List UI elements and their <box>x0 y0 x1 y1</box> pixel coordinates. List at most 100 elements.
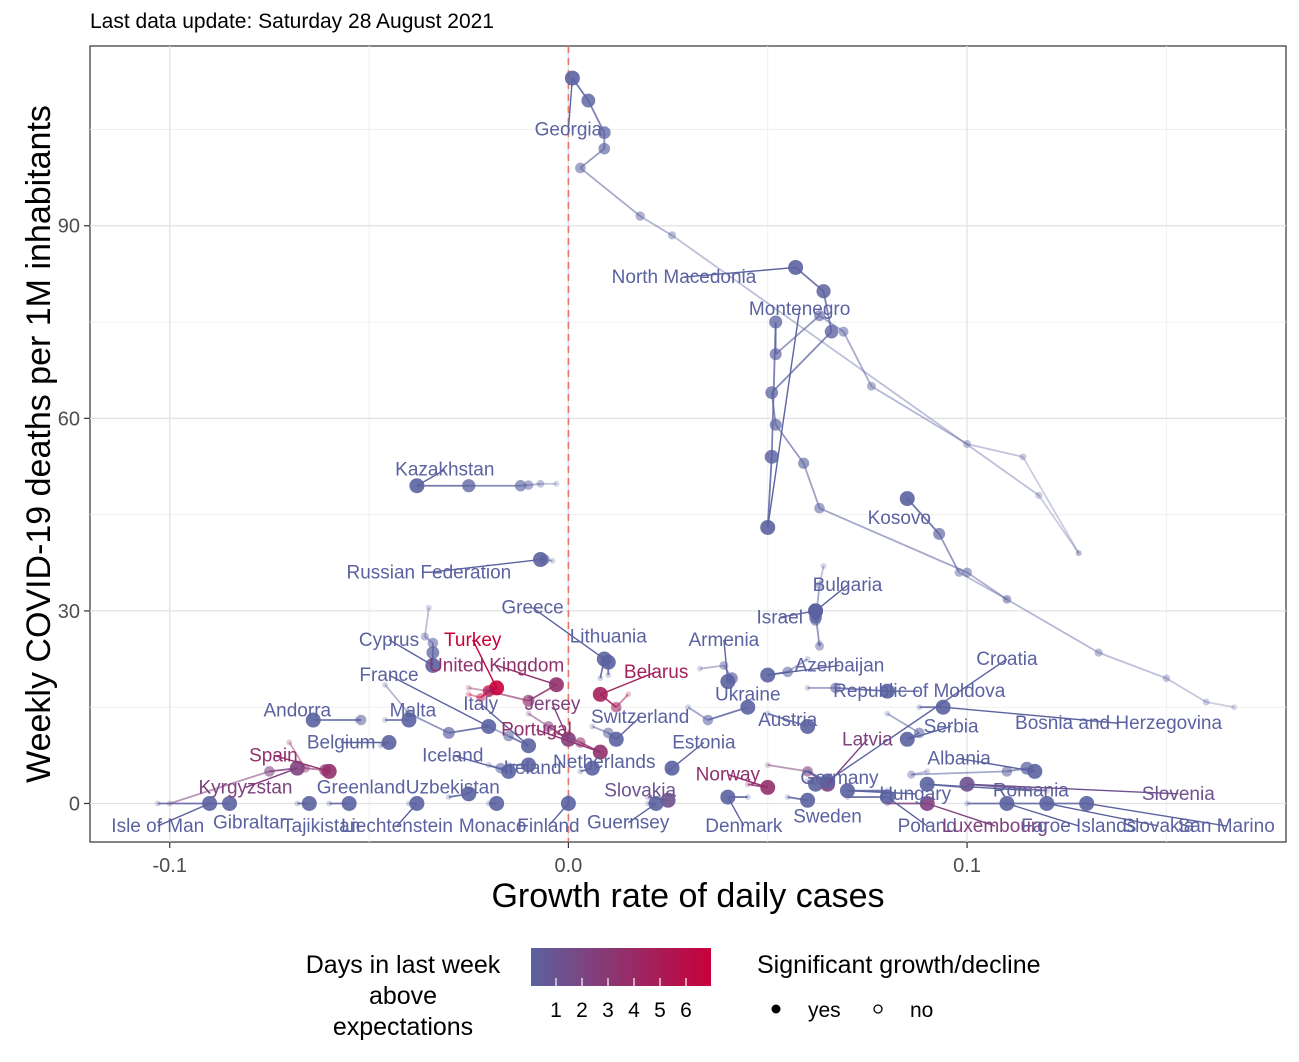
point-33-1 <box>521 757 537 773</box>
trail-segment-29-1 <box>767 764 808 773</box>
leader-line-14 <box>496 664 557 686</box>
country-label-57: Faroe Islands <box>1021 816 1136 837</box>
trail-segment-10-1 <box>468 693 481 699</box>
point-1-2 <box>1162 674 1171 683</box>
point-45-0 <box>645 794 652 801</box>
leader-line-37 <box>727 773 768 789</box>
point-38-1 <box>808 776 824 792</box>
country-label-27: Portugal <box>501 720 572 741</box>
point-1-8 <box>769 418 782 431</box>
country-label-14: United Kingdom <box>429 655 564 676</box>
trail-segment-1-3 <box>1098 651 1167 680</box>
country-label-16: France <box>359 665 418 686</box>
leader-line-53 <box>727 796 745 827</box>
point-20-0 <box>525 710 532 717</box>
trail-segment-0-4 <box>579 167 641 217</box>
point-8-1 <box>815 641 825 651</box>
leader-line-39 <box>927 783 1031 792</box>
leader-line-27 <box>536 729 601 753</box>
point-15-0 <box>625 691 632 698</box>
legend-color-label-0: 1 <box>550 999 562 1022</box>
trail-segment-1-1 <box>1206 701 1235 709</box>
point-17-1 <box>702 714 714 726</box>
trail-segment-4-2 <box>938 533 960 573</box>
country-label-48: Tajikistan <box>282 816 360 837</box>
leader-line-42 <box>245 767 298 789</box>
point-10-1 <box>476 693 486 703</box>
country-label-56: Luxembourg <box>942 816 1048 837</box>
point-10-0 <box>465 691 472 698</box>
point-31-0 <box>286 739 293 746</box>
legend-color-bar <box>531 948 711 986</box>
leader-line-12 <box>723 639 729 682</box>
point-46-0 <box>154 800 161 807</box>
country-label-55: Poland <box>898 816 957 837</box>
point-1-1 <box>1202 698 1210 706</box>
point-29-1 <box>802 766 813 777</box>
point-55-0 <box>844 794 851 801</box>
point-33-0 <box>505 761 512 768</box>
leader-line-20 <box>551 703 570 740</box>
point-2-4 <box>838 326 849 337</box>
point-25-1 <box>800 718 816 734</box>
leader-line-57 <box>1006 802 1079 827</box>
legend-shape-no-marker <box>873 1004 883 1014</box>
point-18-1 <box>830 682 841 694</box>
legend-color-title-line-1: Days in last week <box>306 951 501 979</box>
leader-line-10 <box>472 639 498 689</box>
point-27-0 <box>553 729 560 736</box>
trail-segment-0-2 <box>671 234 1040 497</box>
point-1-0 <box>1231 704 1238 711</box>
leader-line-16 <box>388 674 489 728</box>
country-label-34: Netherlands <box>553 752 655 773</box>
point-53-0 <box>744 794 751 801</box>
point-1-11 <box>816 284 831 299</box>
leader-line-5 <box>428 558 541 574</box>
trail-segment-12-1 <box>699 664 724 670</box>
point-29-0 <box>764 761 771 768</box>
legend-color-title-line-2: above <box>369 982 437 1010</box>
point-0-4 <box>575 162 586 174</box>
point-9-0 <box>425 604 432 611</box>
country-label-0: Georgia <box>535 119 603 140</box>
point-2-1 <box>1019 453 1027 461</box>
leader-line-2 <box>767 309 801 528</box>
y-tick-label-2: 60 <box>58 408 80 430</box>
point-14-0 <box>465 684 472 691</box>
point-3-0 <box>553 480 560 487</box>
country-label-50: Monaco <box>459 816 527 837</box>
country-label-24: Bosnia and Herzegovina <box>1015 713 1222 734</box>
country-label-22: Andorra <box>264 700 332 721</box>
x-axis-title: Growth rate of daily cases <box>491 877 884 915</box>
point-4-0 <box>1003 596 1010 603</box>
trail-segment-16-1 <box>384 684 410 715</box>
country-label-35: Croatia <box>976 649 1038 670</box>
trail-segment-2-1 <box>1022 456 1080 554</box>
leader-line-49 <box>396 803 418 827</box>
country-label-29: Latvia <box>842 729 893 750</box>
point-9-3 <box>426 646 440 660</box>
country-label-20: Jersey <box>524 694 580 715</box>
leader-line-7 <box>532 607 605 660</box>
leader-line-55 <box>886 796 928 827</box>
country-label-47: Gibraltar <box>213 813 287 834</box>
country-label-37: Norway <box>696 765 761 786</box>
point-16-2 <box>442 726 455 739</box>
y-axis-title: Weekly COVID-19 deaths per 1M inhabitant… <box>20 105 58 783</box>
leader-line-31 <box>273 754 330 773</box>
leader-line-21 <box>615 716 641 740</box>
leader-line-0 <box>567 78 574 130</box>
point-34-0 <box>577 768 584 775</box>
trail-segment-18-2 <box>835 687 888 693</box>
point-26-0 <box>884 710 891 717</box>
point-54-0 <box>784 794 791 801</box>
country-label-32: Iceland <box>422 745 483 766</box>
x-tick-label-1: 0.0 <box>554 855 582 877</box>
trail-segment-1-8 <box>774 424 805 464</box>
point-0-3 <box>635 211 645 221</box>
trail-segment-2-6 <box>775 314 821 355</box>
point-36-1 <box>907 770 916 779</box>
country-label-43: Greenland <box>317 777 406 798</box>
country-label-58: Slovakia <box>1123 816 1195 837</box>
